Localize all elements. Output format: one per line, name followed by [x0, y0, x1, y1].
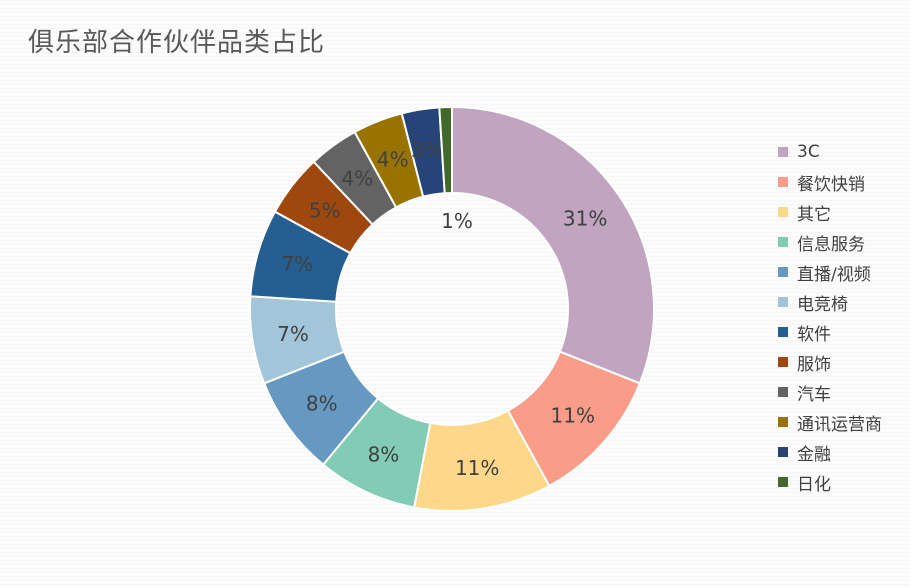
legend-item: 餐饮快销: [778, 167, 882, 197]
data-label-item-9: 4%: [341, 167, 373, 191]
legend-swatch: [778, 237, 788, 247]
legend-swatch: [778, 447, 788, 457]
slice-3c: [451, 105, 655, 385]
data-label-item-6: 7%: [277, 322, 309, 346]
legend-label: 汽车: [797, 384, 831, 405]
data-label-item-8: 5%: [309, 198, 341, 222]
legend-swatch: [778, 327, 788, 337]
legend-item: 3C: [778, 137, 882, 167]
data-label-3c: 31%: [563, 207, 607, 231]
legend-item: 汽车: [778, 377, 882, 407]
legend-label: 通讯运营商: [797, 414, 882, 435]
legend-item: 通讯运营商: [778, 407, 882, 437]
data-label-item-11: 3%: [411, 138, 443, 162]
legend-label: 其它: [797, 204, 831, 225]
legend-item: 金融: [778, 437, 882, 467]
data-label-item-4: 8%: [368, 443, 400, 467]
legend-item: 直播/视频: [778, 257, 882, 287]
legend-label: 直播/视频: [797, 264, 871, 285]
legend-label: 软件: [797, 324, 831, 345]
legend-item: 服饰: [778, 347, 882, 377]
legend-swatch: [778, 357, 788, 367]
legend-swatch: [778, 177, 788, 187]
legend-swatch: [778, 297, 788, 307]
data-label-item-3: 11%: [455, 456, 499, 480]
legend-swatch: [778, 477, 788, 487]
legend-item: 信息服务: [778, 227, 882, 257]
legend-swatch: [778, 207, 788, 217]
legend-label: 日化: [797, 474, 831, 495]
data-label-item-10: 4%: [377, 147, 409, 171]
legend-label: 金融: [797, 444, 831, 465]
legend-item: 软件: [778, 317, 882, 347]
legend-swatch: [778, 387, 788, 397]
legend-swatch: [778, 147, 788, 157]
slice-item-12: [438, 105, 453, 195]
legend-label: 信息服务: [797, 234, 865, 255]
legend-swatch: [778, 267, 788, 277]
data-label-item-2: 11%: [551, 403, 595, 427]
legend-label: 服饰: [797, 354, 831, 375]
data-label-item-5: 8%: [306, 392, 338, 416]
legend-label: 电竞椅: [797, 294, 848, 315]
legend-label: 3C: [797, 142, 820, 162]
legend-item: 电竞椅: [778, 287, 882, 317]
data-label-item-12: 1%: [441, 209, 473, 233]
legend-swatch: [778, 417, 788, 427]
legend-item: 其它: [778, 197, 882, 227]
chart-legend: 3C 餐饮快销其它信息服务直播/视频电竞椅软件服饰汽车通讯运营商金融日化: [778, 137, 882, 497]
legend-item: 日化: [778, 467, 882, 497]
legend-label: 餐饮快销: [797, 174, 865, 195]
chart-title: 俱乐部合作伙伴品类占比: [28, 28, 326, 58]
data-label-item-7: 7%: [282, 252, 314, 276]
